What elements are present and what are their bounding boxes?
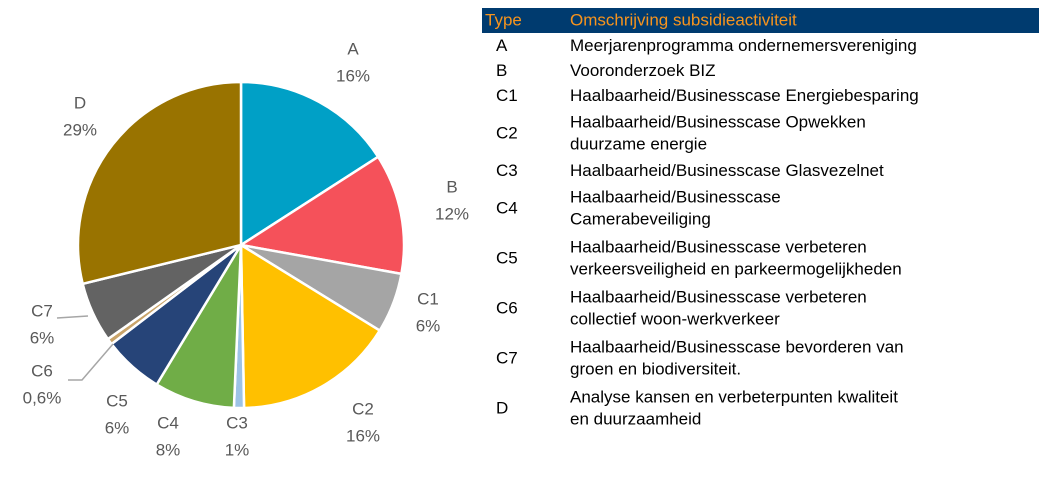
slice-label-name: C2 xyxy=(352,399,374,418)
table-type-cell: C2 xyxy=(496,123,518,142)
table-description-cell: Haalbaarheid/Businesscase verbeteren xyxy=(570,287,867,306)
slice-label-name: C5 xyxy=(106,391,128,410)
table-description-cell: groen en biodiversiteit. xyxy=(570,359,741,378)
slice-label-value: 16% xyxy=(346,426,380,445)
table-description-cell: en duurzaamheid xyxy=(570,409,701,428)
slice-label-name: B xyxy=(446,177,457,196)
table-description-cell: Haalbaarheid/Businesscase bevorderen van xyxy=(570,337,904,356)
table-description-cell: verkeersveiligheid en parkeermogelijkhed… xyxy=(570,259,902,278)
slice-label-value: 6% xyxy=(30,328,55,347)
slice-label-name: C1 xyxy=(417,289,439,308)
slice-label-value: 12% xyxy=(435,204,469,223)
slice-label-name: C6 xyxy=(31,361,53,380)
table-type-cell: C7 xyxy=(496,348,518,367)
pie-slice xyxy=(76,80,243,286)
table-type-cell: C6 xyxy=(496,298,518,317)
slice-label-value: 6% xyxy=(416,316,441,335)
table-description-cell: Analyse kansen en verbeterpunten kwalite… xyxy=(570,387,898,406)
table-description-cell: collectief woon-werkverkeer xyxy=(570,309,780,328)
leader-line xyxy=(68,343,114,381)
table-type-cell: C4 xyxy=(496,198,518,217)
table-description-cell: Haalbaarheid/Businesscase xyxy=(570,187,781,206)
slice-label-name: C7 xyxy=(31,301,53,320)
table-header-bg xyxy=(482,8,1039,33)
table-description-cell: Vooronderzoek BIZ xyxy=(570,61,716,80)
slice-label-name: D xyxy=(74,93,86,112)
pie-slice xyxy=(237,155,406,276)
slice-label-value: 16% xyxy=(336,66,370,85)
table-header-cell: Type xyxy=(485,10,522,29)
table-description-cell: Haalbaarheid/Businesscase verbeteren xyxy=(570,237,867,256)
table-description-cell: duurzame energie xyxy=(570,134,707,153)
slice-label-value: 1% xyxy=(225,440,250,459)
table-type-cell: C5 xyxy=(496,248,518,267)
slice-label-name: A xyxy=(347,39,359,58)
table-type-cell: C3 xyxy=(496,161,518,180)
table-description-cell: Meerjarenprogramma ondernemersvereniging xyxy=(570,36,917,55)
slice-label-name: C4 xyxy=(157,413,179,432)
slice-label-value: 0,6% xyxy=(23,388,62,407)
pie xyxy=(76,80,406,410)
slice-label-value: 29% xyxy=(63,120,97,139)
table-description-cell: Haalbaarheid/Businesscase Glasvezelnet xyxy=(570,161,884,180)
leader-line xyxy=(56,315,89,319)
slice-label-name: C3 xyxy=(226,413,248,432)
slice-label-value: 8% xyxy=(156,440,181,459)
table-type-cell: A xyxy=(496,36,508,55)
table-type-cell: B xyxy=(496,61,507,80)
pie-slice xyxy=(239,80,380,248)
table-description-cell: Camerabeveiliging xyxy=(570,209,711,228)
table-description-cell: Haalbaarheid/Businesscase Energiebespari… xyxy=(570,86,919,105)
table-description-cell: Haalbaarheid/Businesscase Opwekken xyxy=(570,112,866,131)
table-type-cell: C1 xyxy=(496,86,518,105)
slice-label-value: 6% xyxy=(105,418,130,437)
pie-slice xyxy=(239,242,382,410)
table-type-cell: D xyxy=(496,398,508,417)
table-header-cell: Omschrijving subsidieactiviteit xyxy=(570,10,797,29)
